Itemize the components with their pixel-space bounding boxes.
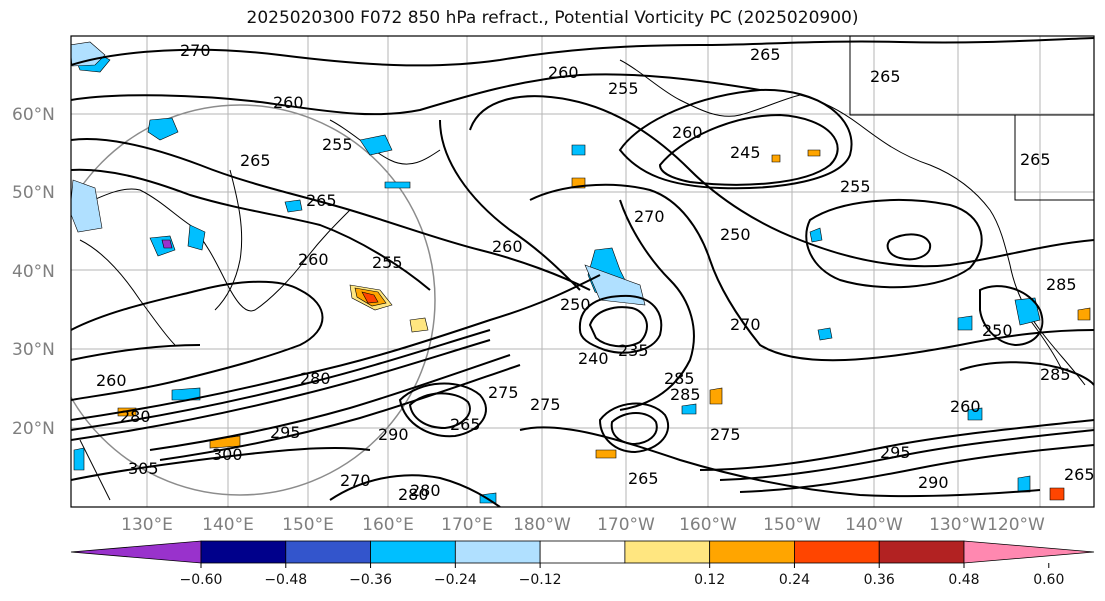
- colorbar-tick-label: 0.24: [779, 572, 810, 588]
- contour-label: 255: [840, 177, 871, 196]
- colorbar-segment: [794, 540, 880, 564]
- contour-label: 260: [548, 63, 579, 82]
- contour-label: 280: [410, 481, 441, 500]
- contour-label: 265: [870, 67, 901, 86]
- longitude-labels: 130°E 140°E 150°E 160°E 170°E 180°W 170°…: [121, 515, 1045, 535]
- colorbar-tick-label: 0.36: [864, 572, 895, 588]
- contour-label: 275: [488, 383, 519, 402]
- contour-label: 285: [670, 385, 701, 404]
- colorbar-segment: [285, 540, 371, 564]
- colorbar-tick-label: −0.60: [180, 572, 223, 588]
- contour-label: 300: [212, 445, 243, 464]
- colorbar-extend-high: [963, 540, 1095, 564]
- contour-label: 265: [1064, 465, 1095, 484]
- lon-label: 170°W: [597, 515, 655, 535]
- contour-label: 250: [982, 321, 1013, 340]
- lon-label: 130°W: [929, 515, 987, 535]
- colorbar-segment: [624, 540, 711, 564]
- lon-label: 170°E: [441, 515, 493, 535]
- colorbar-tick-label: 0.12: [694, 572, 725, 588]
- contour-label: 280: [120, 407, 151, 426]
- colorbar-segment: [454, 540, 541, 564]
- lon-label: 180°W: [513, 515, 571, 535]
- contour-label: 280: [300, 369, 331, 388]
- contour-label: 295: [880, 443, 911, 462]
- contour-label: 270: [730, 315, 761, 334]
- contour-label: 290: [378, 425, 409, 444]
- contour-label: 255: [372, 253, 403, 272]
- contour-label: 270: [180, 41, 211, 60]
- contour-label: 260: [950, 397, 981, 416]
- contour-label: 285: [1046, 275, 1077, 294]
- contour-label: 275: [710, 425, 741, 444]
- contour-label: 250: [560, 295, 591, 314]
- colorbar-segment: [539, 540, 626, 564]
- lat-label-40n: 40°N: [12, 262, 55, 282]
- lon-label: 160°W: [679, 515, 737, 535]
- colorbar-segment: [200, 540, 287, 564]
- lat-label-50n: 50°N: [12, 183, 55, 203]
- lat-label-30n: 30°N: [12, 340, 55, 360]
- colorbar-segment: [370, 540, 456, 564]
- lon-label: 160°E: [362, 515, 414, 535]
- colorbar-tick-label: 0.60: [1033, 572, 1064, 588]
- contour-label: 260: [273, 93, 304, 112]
- contour-label: 285: [664, 369, 695, 388]
- lon-label: 140°E: [202, 515, 254, 535]
- colorbar-tick-label: −0.12: [519, 572, 562, 588]
- contour-label: 235: [618, 341, 649, 360]
- contour-label: 260: [298, 250, 329, 269]
- lon-label: 150°E: [282, 515, 334, 535]
- lat-label-60n: 60°N: [12, 105, 55, 125]
- colorbar: [70, 540, 1095, 564]
- contour-label: 295: [270, 423, 301, 442]
- contour-label: 265: [240, 151, 271, 170]
- colorbar-segment: [878, 540, 965, 564]
- contour-label: 255: [322, 135, 353, 154]
- contour-label: 270: [340, 471, 371, 490]
- contour-label: 270: [634, 207, 665, 226]
- map-title: 2025020300 F072 850 hPa refract., Potent…: [246, 8, 859, 28]
- contour-label: 250: [720, 225, 751, 244]
- contour-label: 260: [96, 371, 127, 390]
- map-border: [70, 35, 1095, 508]
- latitude-labels: 60°N 50°N 40°N 30°N 20°N: [12, 105, 55, 439]
- contour-label: 265: [750, 45, 781, 64]
- contour-label: 305: [128, 459, 159, 478]
- colorbar-extend-low: [70, 540, 202, 564]
- contour-label: 265: [628, 469, 659, 488]
- contour-label: 265: [306, 191, 337, 210]
- contour-label: 245: [730, 143, 761, 162]
- colorbar-tick-label: 0.48: [948, 572, 979, 588]
- colorbar-tick-label: −0.48: [264, 572, 307, 588]
- lon-label: 130°E: [121, 515, 173, 535]
- contour-label: 280: [398, 485, 429, 504]
- colorbar-tick-labels: −0.60 −0.48 −0.36 −0.24 −0.12 0.12 0.24 0.36 0.4…: [180, 563, 1064, 588]
- contour-label: 265: [450, 415, 481, 434]
- contour-label: 260: [672, 123, 703, 142]
- range-circle: [71, 104, 436, 496]
- contour-label: 255: [608, 79, 639, 98]
- contour-label: 285: [1040, 365, 1071, 384]
- contour-label: 240: [578, 349, 609, 368]
- graticule: [71, 36, 1094, 507]
- colorbar-segment: [709, 540, 795, 564]
- contour-label: 290: [918, 473, 949, 492]
- lat-label-20n: 20°N: [12, 419, 55, 439]
- contour-label: 260: [492, 237, 523, 256]
- contour-label: 265: [1020, 150, 1051, 169]
- lon-label: 150°W: [763, 515, 821, 535]
- contour-label-group: 270 265 260 265 255 265 265 265 260 255 …: [96, 41, 1095, 504]
- refractivity-contours: [71, 37, 1094, 507]
- colorbar-tick-label: −0.24: [434, 572, 477, 588]
- map-panel: [71, 36, 1094, 507]
- colorbar-tick-label: −0.36: [349, 572, 392, 588]
- contour-label: 275: [530, 395, 561, 414]
- lon-label: 120°W: [987, 515, 1045, 535]
- lon-label: 140°W: [845, 515, 903, 535]
